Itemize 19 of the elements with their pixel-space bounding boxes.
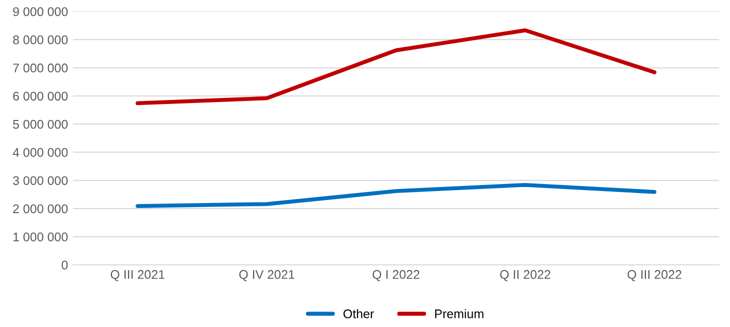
y-tick-label: 7 000 000 [13,64,68,72]
line-series [136,182,656,208]
y-tick-label: 5 000 000 [13,120,68,129]
y-tick-label: 2 000 000 [13,204,68,214]
y-tick-label: 0 [62,260,68,270]
x-tick-label: Q III 2022 [628,270,682,282]
x-tick-label: Q II 2022 [500,270,550,282]
y-tick-label: 8 000 000 [13,35,68,44]
x-tick-label: Q IV 2021 [239,270,294,282]
legend-label: Other [343,309,374,318]
x-tick-label: Q I 2022 [372,270,420,282]
line-series [136,28,656,106]
x-tick-label: Q III 2021 [110,270,164,282]
y-tick-label: 3 000 000 [13,176,68,186]
y-tick-label: 6 000 000 [13,92,68,101]
y-tick-label: 1 000 000 [13,232,68,242]
y-tick-label: 9 000 000 [13,7,68,16]
y-tick-label: 4 000 000 [12,148,68,157]
legend-label: Premium [435,309,484,318]
